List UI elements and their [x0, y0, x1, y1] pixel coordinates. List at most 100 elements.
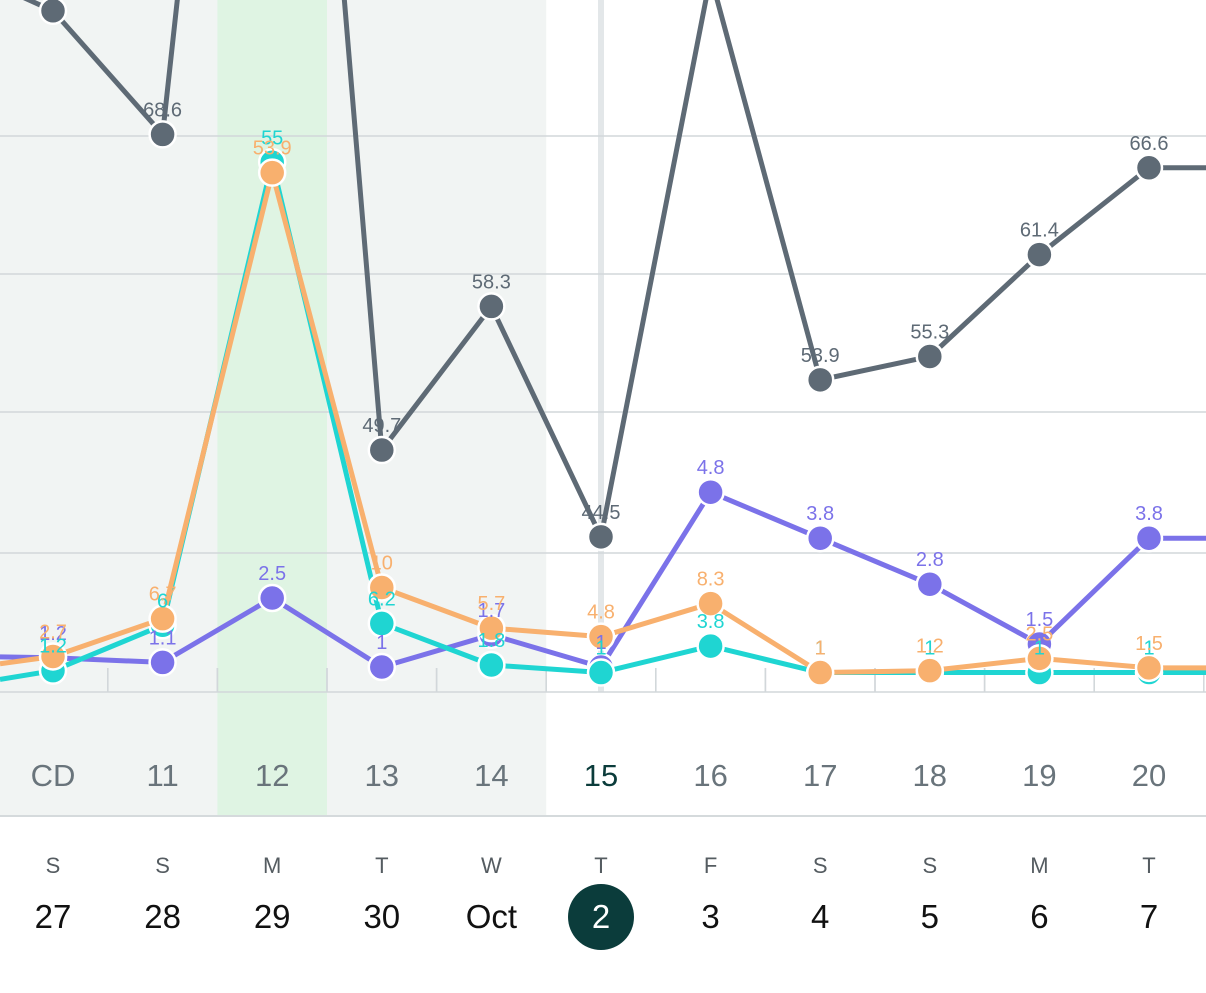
selected-date[interactable]: 2 — [568, 884, 634, 950]
series_a-point[interactable] — [696, 477, 725, 507]
date-cell[interactable]: S 27 — [0, 817, 108, 993]
date-number[interactable]: 29 — [253, 898, 291, 935]
series_d-point[interactable] — [148, 604, 177, 633]
series_d-data-label: 1.5 — [1135, 633, 1163, 655]
weekday-label: T — [375, 853, 389, 878]
series_b-point[interactable] — [1134, 153, 1164, 183]
series_b-data-label: 68.6 — [143, 99, 182, 121]
date-number[interactable]: 27 — [34, 898, 72, 935]
series_a-data-label: 1 — [595, 632, 606, 654]
date-number[interactable]: 7 — [1139, 898, 1159, 935]
chart-data-labels: 7668.6128.649.758.344.578.153.955.361.46… — [39, 99, 1169, 660]
chart-grid — [0, 135, 1206, 817]
date-cell[interactable]: T 30 — [327, 817, 437, 993]
series_c-point[interactable] — [367, 609, 397, 638]
weekday-label: W — [481, 853, 502, 878]
series_d-point[interactable] — [586, 622, 616, 651]
date-number[interactable]: 28 — [144, 898, 181, 935]
date-number[interactable]: Oct — [465, 898, 518, 935]
x-tick-label: 16 — [693, 758, 727, 793]
series_a-point[interactable] — [915, 569, 945, 599]
x-tick-label: 17 — [803, 758, 837, 793]
weekday-label: S — [922, 853, 938, 878]
date-number[interactable]: 3 — [701, 898, 720, 935]
date-number[interactable]: 4 — [811, 898, 830, 935]
x-tick-label: CD — [31, 758, 76, 793]
weekday-label: M — [1030, 853, 1049, 878]
x-tick-label: 14 — [474, 758, 508, 793]
series_c-data-label: 1 — [1034, 638, 1045, 660]
series_d-point[interactable] — [1134, 653, 1164, 683]
series_d-point[interactable] — [367, 573, 397, 602]
trend-chart: 7668.6128.649.758.344.578.153.955.361.46… — [0, 0, 1206, 817]
series_a-data-label: 1.1 — [149, 627, 177, 649]
date-number[interactable]: 6 — [1030, 898, 1049, 935]
series_a-point[interactable] — [148, 648, 177, 677]
weekday-label: M — [263, 853, 282, 878]
series_d-point[interactable] — [477, 613, 506, 643]
series_c-point[interactable] — [696, 631, 725, 661]
series_c-point[interactable] — [477, 650, 506, 680]
x-tick-label: 19 — [1022, 758, 1056, 793]
series_d-point[interactable] — [805, 658, 835, 687]
series_a-data-label: 1.7 — [477, 600, 505, 622]
series_c-data-label: 1 — [1143, 638, 1154, 660]
series_c-point[interactable] — [586, 658, 616, 687]
today-marker-line — [598, 0, 604, 692]
series_c-data-label: 55 — [261, 127, 283, 149]
series_b-point[interactable] — [367, 435, 397, 465]
series_d-point[interactable] — [915, 656, 945, 685]
series_a-data-label: 1 — [376, 632, 387, 654]
x-tick-label: 12 — [255, 758, 289, 793]
series_b-point[interactable] — [805, 365, 835, 395]
series_d-point[interactable] — [1025, 644, 1054, 673]
series_a-point[interactable] — [367, 652, 397, 682]
date-number[interactable]: 5 — [920, 898, 939, 935]
series_d-data-label: 2.7 — [39, 621, 67, 643]
series_d-data-label: 1.2 — [916, 636, 944, 658]
date-cell[interactable]: S 28 — [108, 817, 218, 993]
series_d-point[interactable] — [696, 589, 725, 618]
series_b-point[interactable] — [38, 0, 68, 26]
series_d-point[interactable] — [38, 642, 68, 671]
series_b-point[interactable] — [915, 342, 945, 371]
series_d-data-label: 10 — [371, 553, 393, 575]
series_b-data-label: 66.6 — [1130, 133, 1169, 155]
chart-series — [0, 0, 1206, 687]
series_b-point[interactable] — [148, 120, 177, 149]
series_c-data-label: 6.2 — [368, 588, 396, 610]
series_b-point[interactable] — [586, 522, 616, 552]
weekday-label: T — [1142, 853, 1156, 878]
date-cell[interactable]: W Oct — [436, 817, 546, 993]
series_c-data-label: 1.2 — [39, 636, 67, 658]
series_d-data-label: 5.7 — [477, 593, 505, 615]
highlight-column — [217, 0, 327, 817]
series_a-point[interactable] — [1134, 523, 1164, 553]
series_c-data-label: 1 — [815, 638, 826, 660]
series_a-point[interactable] — [257, 583, 287, 613]
series_c-data-label: 6 — [157, 590, 168, 612]
series_a-point[interactable] — [805, 523, 835, 553]
x-tick-label: 20 — [1132, 758, 1166, 793]
date-number[interactable]: 30 — [363, 898, 401, 935]
weekday-label: S — [45, 853, 61, 878]
x-tick-label: 15 — [584, 758, 618, 793]
series_b-data-label: 53.9 — [801, 345, 840, 367]
series_b-point[interactable] — [477, 292, 506, 321]
x-tick-label: 11 — [147, 758, 179, 793]
series_a-data-label: 2.5 — [258, 563, 286, 585]
series_d-point[interactable] — [257, 158, 287, 187]
series_c-data-label: 3.8 — [697, 611, 725, 633]
series_c-data-label: 1 — [595, 638, 606, 660]
series_a-data-label: 3.8 — [1135, 503, 1163, 525]
series_c-data-label: 1.8 — [477, 630, 505, 652]
series_b-point[interactable] — [1025, 240, 1054, 269]
date-cell[interactable]: M 29 — [217, 817, 327, 993]
series_a-data-label: 2.8 — [916, 549, 944, 571]
